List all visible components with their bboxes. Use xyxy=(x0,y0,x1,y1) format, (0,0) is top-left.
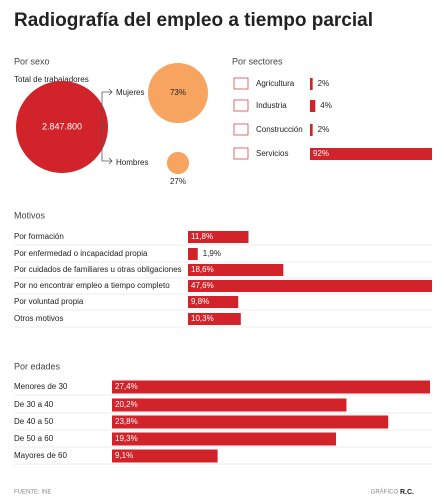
section-title: Por sexo xyxy=(14,56,50,66)
bar xyxy=(188,313,241,325)
category-label: Agricultura xyxy=(256,79,295,88)
connector xyxy=(101,88,113,165)
category-label: De 50 a 60 xyxy=(14,434,54,443)
value-label: 73% xyxy=(170,88,186,97)
value-label: 47,6% xyxy=(191,281,214,290)
source: FUENTE: INE xyxy=(14,490,51,496)
category-label: Por enfermedad o incapacidad propia xyxy=(14,249,148,258)
value-label: 11,8% xyxy=(191,232,213,241)
bar xyxy=(112,432,336,446)
credit: R.C. xyxy=(400,489,414,496)
value-label: 9,8% xyxy=(191,297,209,306)
bar xyxy=(310,124,313,136)
bar xyxy=(310,100,316,112)
category-label: Por no encontrar empleo a tiempo complet… xyxy=(14,281,170,290)
bar xyxy=(112,415,389,429)
category-label: Construcción xyxy=(256,125,303,134)
section-title: Por edades xyxy=(14,361,61,371)
bar xyxy=(188,264,284,276)
bar xyxy=(112,449,218,463)
bubble xyxy=(166,151,190,175)
category-label: Mayores de 60 xyxy=(14,451,67,460)
value-label: 19,3% xyxy=(115,434,138,443)
category-label: Por formación xyxy=(14,232,64,241)
category-label: Hombres xyxy=(116,158,148,167)
sector-icon xyxy=(233,123,249,136)
category-label: De 40 a 50 xyxy=(14,417,54,426)
section-title: Por sectores xyxy=(232,56,283,66)
value-label: 4% xyxy=(320,101,332,110)
total-circle xyxy=(16,81,108,173)
bar xyxy=(188,231,249,243)
sector-icon xyxy=(233,147,249,160)
sector-icon xyxy=(233,77,249,90)
category-label: Industria xyxy=(256,101,287,110)
value-label: 2% xyxy=(318,125,330,134)
total-label: 2.847.800 xyxy=(42,121,82,131)
value-label: 18,6% xyxy=(191,265,214,274)
bar xyxy=(112,380,430,394)
bar xyxy=(310,78,313,90)
total-title: Total de trabajadores xyxy=(14,75,89,84)
sector-icon xyxy=(233,99,249,112)
category-label: Otros motivos xyxy=(14,314,63,323)
value-label: 9,1% xyxy=(115,451,133,460)
value-label: 10,3% xyxy=(191,314,214,323)
value-label: 92% xyxy=(313,149,329,158)
value-label: 20,2% xyxy=(115,400,138,409)
bubble xyxy=(148,63,208,123)
category-label: Por voluntad propia xyxy=(14,297,84,306)
bar xyxy=(188,280,432,292)
bar xyxy=(188,296,239,308)
bar xyxy=(188,248,198,260)
section-title: Motivos xyxy=(14,210,46,220)
title: Radiografía del empleo a tiempo parcial xyxy=(14,10,373,31)
value-label: 1,9% xyxy=(203,249,221,258)
bar xyxy=(310,148,432,160)
category-label: Menores de 30 xyxy=(14,382,68,391)
value-label: 27% xyxy=(170,177,186,186)
value-label: 27,4% xyxy=(115,382,138,391)
value-label: 2% xyxy=(318,79,330,88)
value-label: 23,8% xyxy=(115,417,138,426)
credit-prefix: GRÁFICO xyxy=(371,489,399,496)
category-label: Por cuidados de familiares u otras oblig… xyxy=(14,265,182,274)
category-label: Mujeres xyxy=(116,88,144,97)
bar xyxy=(112,398,347,412)
category-label: Servicios xyxy=(256,149,288,158)
category-label: De 30 a 40 xyxy=(14,400,54,409)
